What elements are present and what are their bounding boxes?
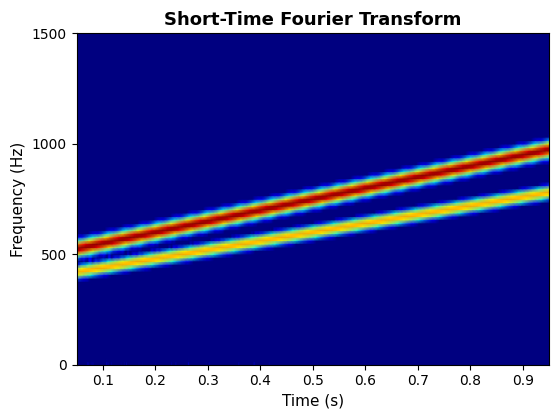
Y-axis label: Frequency (Hz): Frequency (Hz) xyxy=(11,142,26,257)
Title: Short-Time Fourier Transform: Short-Time Fourier Transform xyxy=(164,11,461,29)
X-axis label: Time (s): Time (s) xyxy=(282,394,344,409)
